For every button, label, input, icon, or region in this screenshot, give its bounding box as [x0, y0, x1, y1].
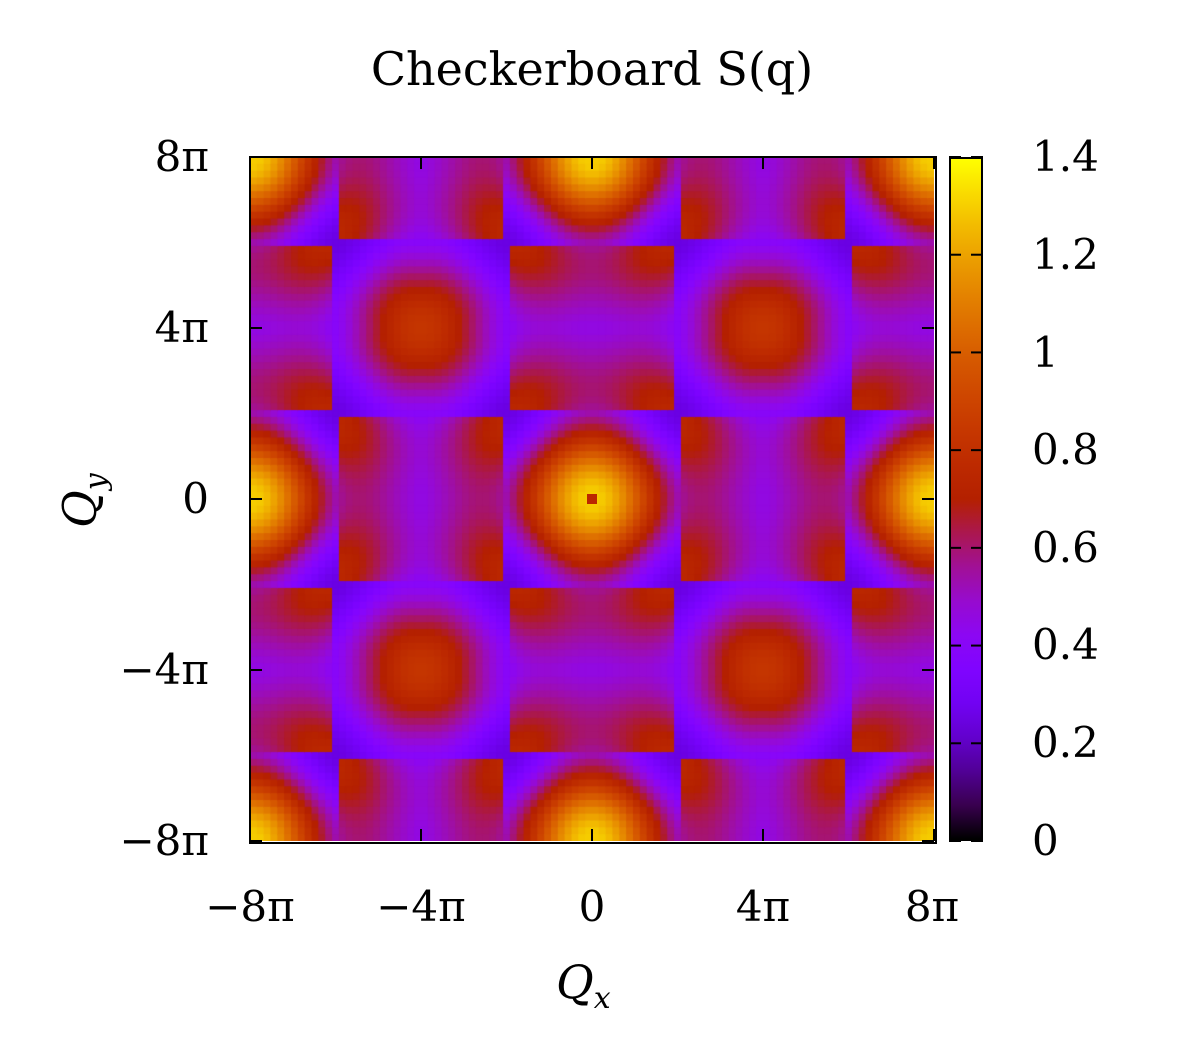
- y-tick-label: 4π: [154, 303, 209, 352]
- x-axis-label: Qx: [556, 955, 611, 1017]
- colorbar-tick-label: 0.6: [1032, 523, 1099, 572]
- y-tick-label: −8π: [119, 816, 209, 865]
- x-tick-label: 4π: [735, 882, 791, 931]
- colorbar-tick-label: 1.4: [1032, 132, 1099, 181]
- y-tick-label: −4π: [119, 645, 209, 694]
- colorbar-tick-label: 0.8: [1032, 425, 1099, 474]
- colorbar: [949, 157, 983, 841]
- center-point-mark: [587, 494, 597, 504]
- y-tick-label: 0: [182, 474, 209, 523]
- colorbar-tick-label: 0.2: [1032, 718, 1099, 767]
- x-tick-label: 0: [578, 882, 606, 931]
- y-tick-label: 8π: [154, 132, 209, 181]
- colorbar-tick-label: 1.2: [1032, 230, 1099, 279]
- colorbar-tick-label: 1: [1032, 328, 1059, 377]
- x-tick-label: 8π: [904, 882, 960, 931]
- colorbar-tick-label: 0.4: [1032, 620, 1099, 669]
- chart-title: Checkerboard S(q): [370, 42, 814, 96]
- x-tick-label: −4π: [376, 882, 466, 931]
- x-tick-label: −8π: [205, 882, 295, 931]
- colorbar-tick-label: 0: [1032, 816, 1059, 865]
- y-axis-label: Qy: [52, 473, 114, 528]
